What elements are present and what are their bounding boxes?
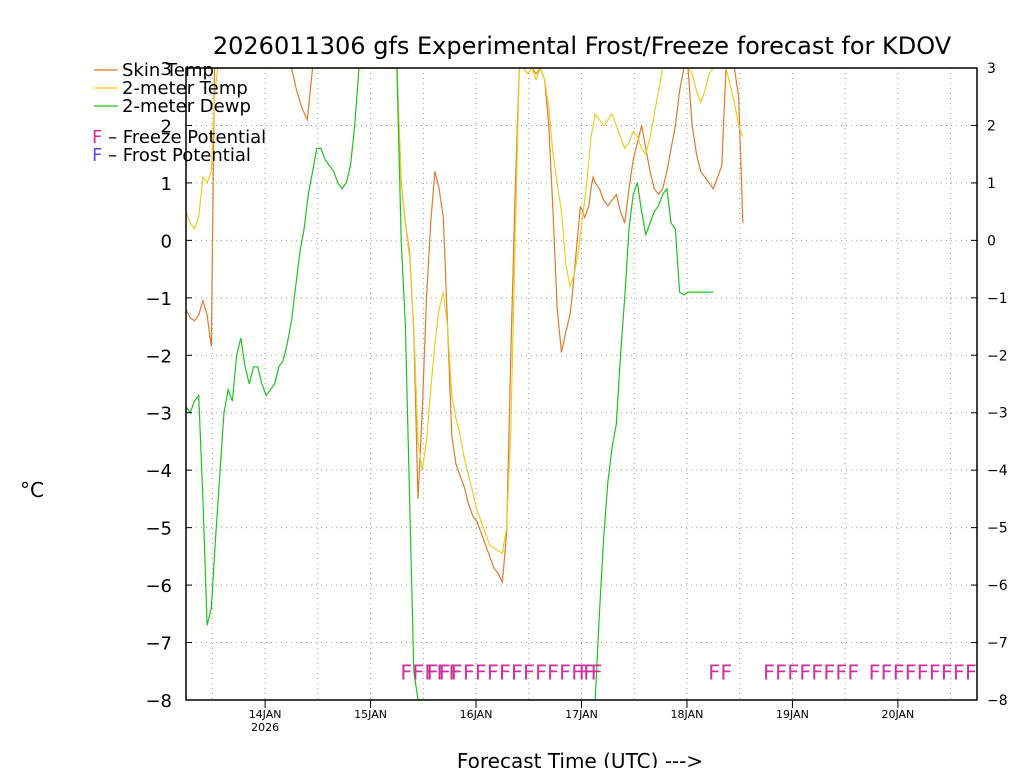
y-tick-label-left: −2	[145, 346, 172, 367]
y-axis-label: °C	[20, 478, 44, 502]
x-tick-label: 20JAN	[881, 708, 914, 721]
y-tick-label-left: 0	[161, 231, 172, 252]
freeze-mark-group: FF	[708, 660, 732, 684]
y-tick-label-right: −4	[987, 463, 1008, 479]
y-axis-left: −8 −7 −6 −5 −4 −3 −2 −1 0 1 2 3	[145, 59, 192, 712]
legend-label: 2-meter Dewp	[122, 96, 251, 117]
y-axis-right: −8 −7 −6 −5 −4 −3 −2 −1 0 1 2 3	[971, 61, 1008, 709]
legend-note: F – Freeze Potential	[92, 127, 266, 148]
y-tick-label-right: 1	[987, 176, 996, 192]
legend-label: 2-meter Temp	[122, 78, 248, 99]
y-tick-label-right: −6	[987, 578, 1008, 594]
x-tick-label: 14JAN	[249, 708, 282, 721]
legend-note: F – Frost Potential	[92, 145, 251, 166]
legend-note-text: – Frost Potential	[102, 145, 251, 166]
chart-title: 2026011306 gfs Experimental Frost/Freeze…	[213, 32, 952, 60]
x-tick-label: 16JAN	[460, 708, 493, 721]
legend-note-symbol: F	[92, 127, 102, 148]
x-tick-sublabel: 2026	[251, 721, 279, 734]
y-tick-label-right: −8	[987, 693, 1008, 709]
y-tick-label-left: −8	[145, 691, 172, 712]
y-tick-label-left: −5	[145, 519, 172, 540]
y-tick-label-right: −3	[987, 406, 1008, 422]
y-tick-label-left: −7	[145, 634, 172, 655]
freeze-mark-group: FFFFFFFF	[763, 660, 859, 684]
series-line-2-meter-temp	[186, 68, 744, 555]
freeze-mark-group: FFFFF	[400, 660, 460, 684]
y-tick-label-left: 3	[161, 59, 172, 80]
legend-note-text: – Freeze Potential	[102, 127, 266, 148]
y-tick-label-right: −7	[987, 636, 1008, 652]
x-tick-label: 17JAN	[565, 708, 598, 721]
series-line-2-meter-dewp	[186, 68, 714, 700]
freeze-mark-group: FF	[578, 660, 602, 684]
y-tick-label-right: −1	[987, 291, 1008, 307]
series-layer	[186, 68, 744, 700]
x-tick-label: 19JAN	[776, 708, 809, 721]
y-tick-label-right: −2	[987, 348, 1008, 364]
x-axis-label: Forecast Time (UTC) --->	[457, 749, 703, 768]
y-tick-label-left: −1	[145, 289, 172, 310]
y-tick-label-left: 1	[161, 174, 172, 195]
legend-note-symbol: F	[92, 145, 102, 166]
x-tick-label: 18JAN	[671, 708, 704, 721]
x-tick-label: 15JAN	[354, 708, 387, 721]
y-tick-label-left: 2	[161, 116, 172, 137]
legend-label: Skin Temp	[122, 60, 214, 81]
y-tick-label-right: 2	[987, 118, 996, 134]
y-tick-label-right: 3	[987, 61, 996, 77]
y-tick-label-left: −4	[145, 461, 172, 482]
y-tick-label-left: −6	[145, 576, 172, 597]
y-tick-label-left: −3	[145, 404, 172, 425]
freeze-mark-group: FFFFFFFFFFFFFF	[426, 660, 595, 684]
freeze-mark-group: FFFFFFFFF	[868, 660, 976, 684]
y-tick-label-right: −5	[987, 521, 1008, 537]
y-tick-label-right: 0	[987, 233, 996, 249]
